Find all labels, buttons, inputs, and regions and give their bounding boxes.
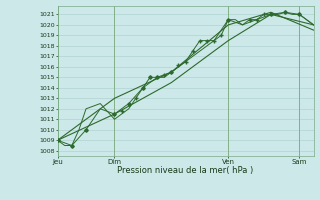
X-axis label: Pression niveau de la mer( hPa ): Pression niveau de la mer( hPa ) <box>117 166 254 175</box>
